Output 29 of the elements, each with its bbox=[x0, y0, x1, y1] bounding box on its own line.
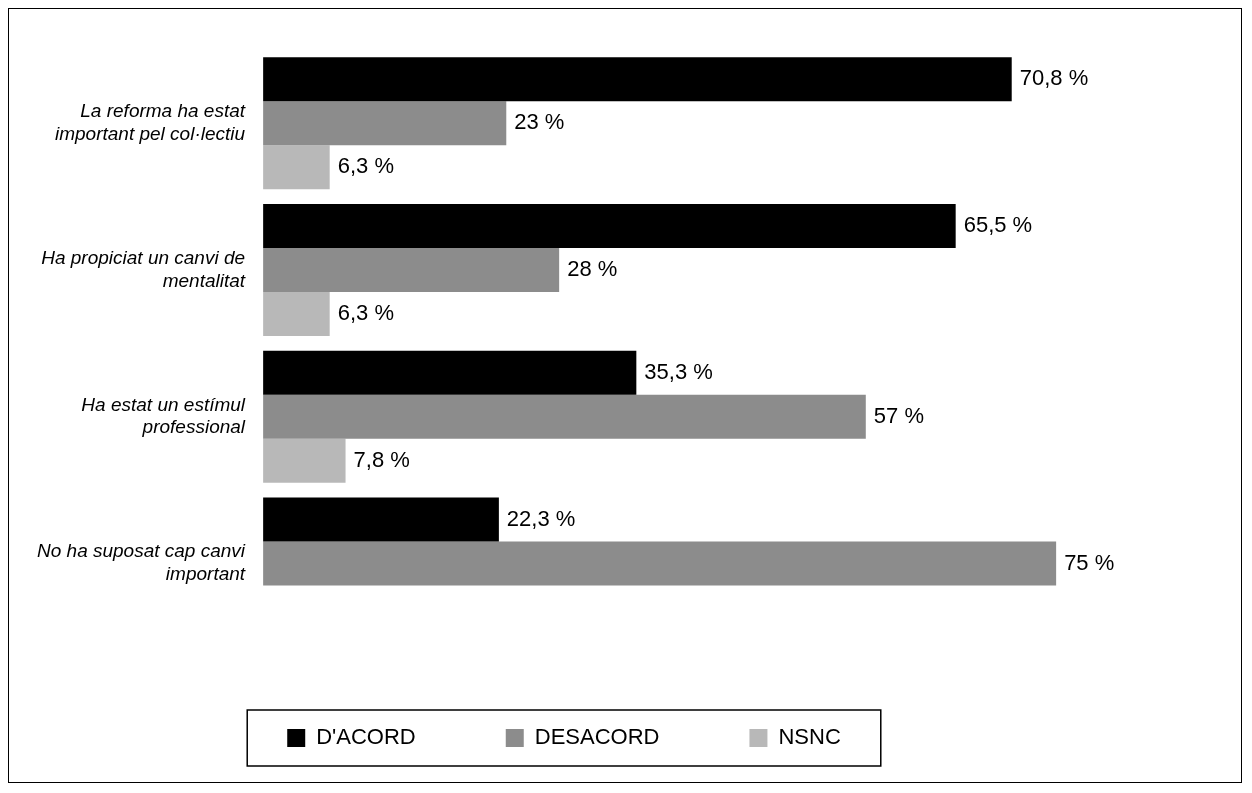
data-label: 23 % bbox=[514, 109, 565, 135]
bar bbox=[263, 101, 507, 146]
y-tick-label: No ha suposat cap canvi important bbox=[36, 540, 246, 585]
data-label: 7,8 % bbox=[353, 446, 410, 472]
data-label: 75 % bbox=[1064, 549, 1115, 575]
data-label: 6,3 % bbox=[337, 153, 394, 179]
y-tick-label: Ha propiciat un canvi de mentalitat bbox=[41, 246, 246, 291]
bar bbox=[263, 203, 956, 248]
bar bbox=[263, 438, 346, 483]
legend-label: D'ACORD bbox=[316, 724, 416, 750]
data-label: 70,8 % bbox=[1019, 65, 1089, 91]
bar bbox=[263, 145, 330, 190]
data-label: 22,3 % bbox=[506, 505, 576, 531]
bar bbox=[263, 247, 560, 293]
bar bbox=[263, 57, 1012, 102]
bar bbox=[263, 292, 330, 337]
data-label: 28 % bbox=[567, 256, 618, 282]
bar bbox=[263, 350, 637, 395]
legend-label: NSNC bbox=[778, 724, 841, 750]
data-label: 6,3 % bbox=[337, 300, 394, 326]
bar bbox=[263, 394, 866, 439]
data-label: 57 % bbox=[873, 402, 924, 428]
data-label: 35,3 % bbox=[644, 358, 713, 384]
data-label: 65,5 % bbox=[963, 212, 1033, 238]
y-tick-label: La reforma ha estat important pel col·lectiu bbox=[54, 100, 246, 144]
bar bbox=[263, 497, 499, 542]
legend-label: DESACORD bbox=[534, 724, 660, 750]
bar bbox=[263, 541, 1057, 586]
y-tick-label: Ha estat un estímul professional bbox=[81, 393, 246, 438]
